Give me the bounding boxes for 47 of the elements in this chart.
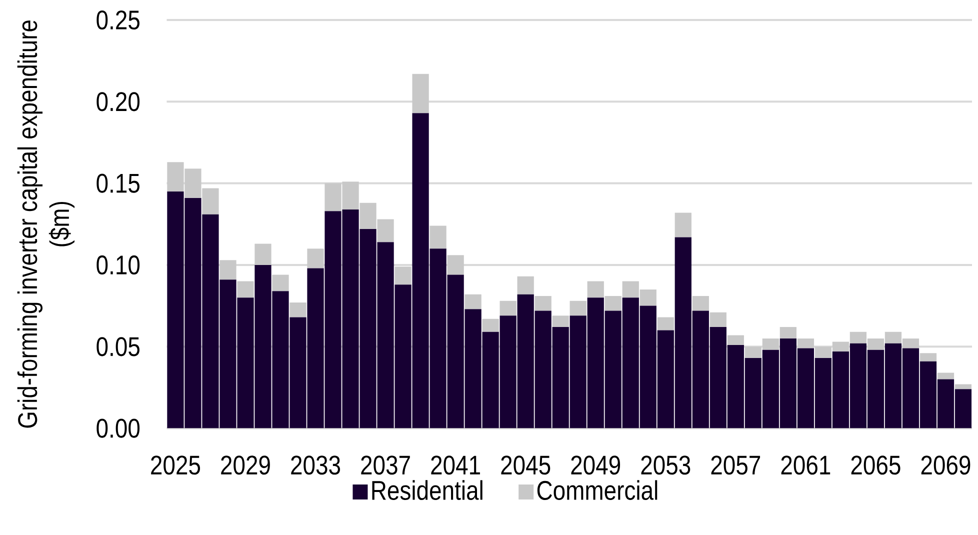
x-tick-label: 2025 <box>151 456 200 475</box>
bar <box>552 316 569 328</box>
bar <box>780 327 796 338</box>
bar <box>920 353 937 362</box>
bar <box>220 260 236 280</box>
y-tick-label: 0.20 <box>96 92 140 112</box>
x-tick-label: 2029 <box>221 456 270 475</box>
bar <box>482 318 499 332</box>
bar <box>937 372 954 380</box>
legend-label: Commercial <box>537 480 658 500</box>
x-tick-label: 2045 <box>501 456 550 475</box>
x-tick-label: 2033 <box>291 456 340 475</box>
bar <box>307 248 324 268</box>
x-tick-label: 2061 <box>781 456 830 475</box>
bar <box>254 244 272 265</box>
bar <box>517 276 534 294</box>
bar <box>272 274 289 292</box>
bar <box>727 335 744 345</box>
bar <box>570 300 586 316</box>
bar <box>534 296 552 311</box>
x-tick-label: 2053 <box>641 456 690 475</box>
y-tick-label: 0.10 <box>96 255 140 275</box>
bar <box>430 226 446 249</box>
bar <box>674 212 692 238</box>
bar <box>394 266 412 285</box>
x-tick-label: 2049 <box>571 456 620 475</box>
bar <box>412 74 429 114</box>
x-tick-label: 2069 <box>921 456 970 475</box>
x-tick-label: 2065 <box>851 456 900 475</box>
bar <box>657 317 674 330</box>
x-tick-label: 2041 <box>431 456 480 475</box>
bar <box>447 255 464 275</box>
bar <box>464 294 482 310</box>
bar <box>290 302 306 318</box>
y-axis-title: Grid-forming inverter capital expenditure ($m) <box>17 20 74 428</box>
bar <box>692 296 709 311</box>
y-tick-label: 0.05 <box>96 337 140 356</box>
bar <box>237 281 254 298</box>
x-tick-label: 2037 <box>361 456 410 475</box>
y-tick-label: 0.25 <box>96 10 140 30</box>
legend-label: Residential <box>372 480 482 500</box>
bar <box>954 384 972 390</box>
bar <box>500 300 516 316</box>
y-tick-label: 0.15 <box>96 174 140 193</box>
x-tick-label: 2057 <box>711 456 760 475</box>
y-tick-label: 0.00 <box>96 418 140 438</box>
bar <box>710 312 726 328</box>
